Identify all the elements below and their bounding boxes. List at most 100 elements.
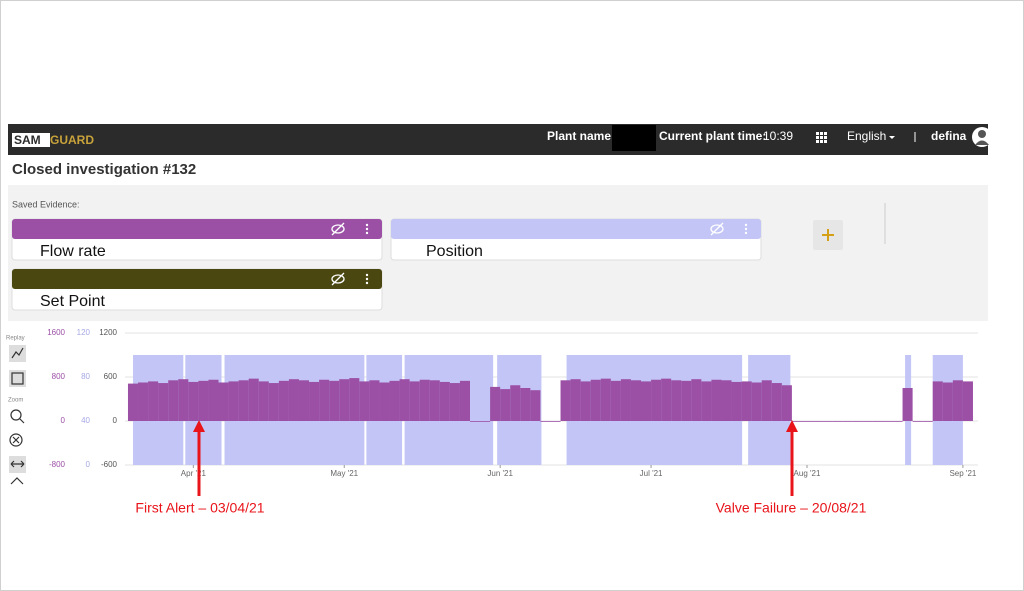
- x-tick-label: Apr '21: [181, 469, 207, 478]
- eye-slash: [710, 222, 724, 236]
- bar: [138, 382, 149, 421]
- bar: [862, 421, 873, 422]
- add-icon[interactable]: [822, 229, 834, 241]
- bar: [691, 379, 702, 421]
- annotation-arrows: [193, 420, 798, 496]
- bar: [781, 385, 792, 421]
- y-tick-label: 0: [113, 416, 118, 425]
- logo-box[interactable]: [12, 133, 50, 147]
- bar: [429, 380, 440, 421]
- menu-dot: [365, 273, 369, 277]
- bar: [852, 421, 863, 422]
- bar: [721, 380, 732, 421]
- evidence-card-header: [12, 269, 382, 289]
- bar: [439, 381, 450, 421]
- bar: [701, 381, 712, 421]
- hide-icon[interactable]: [710, 222, 724, 236]
- eye: [710, 224, 724, 234]
- menu-dot: [365, 281, 369, 285]
- language-select[interactable]: English: [847, 129, 886, 143]
- y-tick-label: -800: [49, 460, 66, 469]
- bar: [791, 421, 802, 422]
- hide-icon[interactable]: [331, 272, 345, 286]
- bar: [329, 380, 340, 421]
- y-tick-label: -600: [101, 460, 118, 469]
- menu-icon[interactable]: [744, 223, 748, 235]
- hide-icon[interactable]: [331, 222, 345, 236]
- bar: [480, 421, 491, 422]
- menu-dot: [365, 223, 369, 227]
- chart-tools[interactable]: [9, 345, 26, 485]
- bar: [349, 378, 360, 421]
- bar: [842, 421, 853, 422]
- user-name[interactable]: defina: [931, 129, 967, 143]
- bar: [218, 382, 229, 421]
- bar: [399, 379, 410, 421]
- bar: [751, 382, 762, 421]
- annotation: Valve Failure – 20/08/21: [716, 500, 867, 516]
- bar: [560, 380, 571, 421]
- bar: [741, 381, 752, 421]
- bar: [309, 381, 320, 421]
- plant-name-redacted: [612, 125, 656, 151]
- bar: [630, 380, 642, 421]
- bar: [178, 379, 189, 421]
- bar: [580, 381, 591, 421]
- menu-dot: [365, 231, 369, 235]
- bar: [801, 421, 813, 422]
- bar: [369, 380, 380, 421]
- menu-dot: [744, 223, 748, 227]
- y-tick-label: 1200: [99, 328, 117, 337]
- bar: [248, 378, 259, 421]
- bar: [208, 379, 219, 421]
- avatar-body: [975, 140, 989, 145]
- bar: [892, 421, 903, 422]
- bar: [379, 382, 390, 421]
- language-caret[interactable]: [889, 136, 895, 139]
- bar: [148, 381, 159, 421]
- bar: [188, 381, 199, 421]
- bar: [409, 381, 420, 421]
- bar: [822, 421, 833, 422]
- bar: [761, 380, 772, 421]
- bar: [500, 389, 511, 421]
- bar: [661, 378, 672, 421]
- bar: [268, 383, 279, 421]
- eye: [331, 274, 345, 284]
- menu-icon[interactable]: [365, 223, 369, 235]
- bar: [711, 379, 722, 421]
- bar: [570, 379, 581, 421]
- menu-dot: [744, 231, 748, 235]
- y-tick-label: 80: [81, 372, 90, 381]
- bar: [449, 383, 460, 421]
- bar: [389, 380, 400, 421]
- evidence-card-name: Position: [426, 243, 483, 260]
- logo-left[interactable]: SAM: [14, 133, 41, 147]
- logo-right[interactable]: GUARD: [50, 133, 94, 147]
- page-title: Closed investigation #132: [12, 161, 196, 178]
- annotation: First Alert – 03/04/21: [135, 500, 264, 516]
- bar: [459, 380, 470, 421]
- bar: [952, 380, 963, 421]
- evidence-card-name: Set Point: [40, 293, 105, 310]
- bar: [812, 421, 823, 422]
- evidence-card-name: Flow rate: [40, 243, 106, 260]
- bar: [198, 380, 209, 421]
- x-tick-label: May '21: [330, 469, 358, 478]
- menu-dot: [365, 227, 369, 231]
- x-tick-label: Sep '21: [949, 469, 976, 478]
- bar: [278, 380, 289, 421]
- bar: [228, 381, 239, 421]
- bar: [550, 421, 561, 422]
- apps-icon[interactable]: [816, 132, 827, 143]
- bar: [510, 385, 521, 421]
- header-bar: [8, 124, 988, 155]
- bar: [600, 378, 611, 421]
- bar: [490, 386, 501, 421]
- menu-dot: [744, 227, 748, 231]
- bar: [932, 381, 943, 421]
- bar: [620, 379, 631, 421]
- menu-icon[interactable]: [365, 273, 369, 285]
- zoom-label: Zoom: [8, 398, 23, 404]
